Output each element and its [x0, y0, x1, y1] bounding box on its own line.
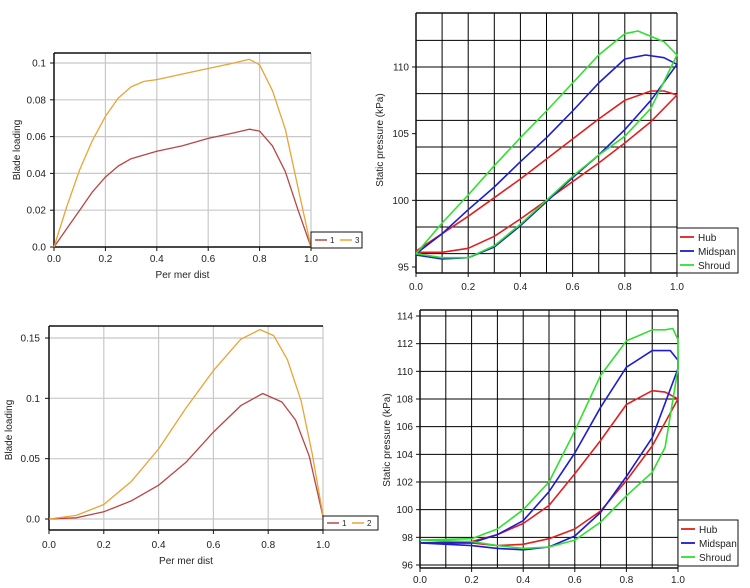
y-tick-label: 96: [402, 561, 414, 572]
y-tick-label: 110: [393, 63, 409, 74]
legend-label: Midspan: [699, 539, 737, 550]
y-tick-label: 105: [392, 129, 409, 140]
y-tick-label: 106: [396, 422, 413, 433]
x-tick-label: 0.6: [206, 540, 220, 551]
y-tick-label: 0.15: [21, 334, 41, 345]
x-tick-label: 0.2: [461, 282, 475, 293]
y-axis-label: Static pressure (kPa): [382, 393, 393, 486]
chart-3: 0.0 0.2 0.4 0.6 0.8 1.0 0.0 0.05 0.1 0.15 Per mer …: [4, 325, 379, 567]
chart-1: 0.0 0.2 0.4 0.6 0.8 1.0 0.0 0.02 0.04 0.06 0.08 0.1…: [12, 52, 363, 281]
x-tick-label: 0.6: [201, 254, 215, 265]
x-tick-label: 0.0: [42, 540, 56, 551]
y-tick-label: 95: [398, 263, 410, 274]
y-tick-label: 108: [396, 395, 413, 406]
y-tick-label: 114: [397, 312, 413, 323]
series-line-3: [53, 58, 312, 248]
legend-label: 2: [367, 519, 372, 528]
y-tick-label: 100: [396, 505, 413, 516]
y-tick-label: 100: [392, 196, 409, 207]
y-tick-label: 110: [397, 367, 413, 378]
y-axis-label: Static pressure (kPa): [375, 93, 386, 186]
y-tick-label: 98: [402, 533, 414, 544]
chart-4: 0.0 0.2 0.4 0.6 0.8 1.0 96 98 100 102 104 106 108 110…: [382, 309, 739, 586]
legend-box: [322, 515, 379, 531]
y-tick-label: 112: [397, 339, 413, 350]
x-tick-label: 0.4: [150, 254, 164, 265]
series-line-hub: [415, 90, 678, 254]
legend-box: [310, 231, 363, 249]
x-tick-label: 0.6: [568, 575, 582, 586]
x-tick-label: 0.6: [566, 282, 580, 293]
series-line-midspan: [415, 54, 678, 260]
y-tick-label: 102: [396, 478, 413, 489]
legend-label: Shroud: [698, 261, 730, 272]
y-tick-label: 0.0: [32, 243, 46, 254]
legend-label: Hub: [698, 233, 717, 244]
series-line-hub: [419, 389, 679, 547]
x-tick-label: 1.0: [670, 282, 684, 293]
y-tick-label: 0.06: [27, 132, 47, 143]
x-tick-label: 1.0: [304, 254, 318, 265]
x-tick-label: 1.0: [671, 575, 685, 586]
x-tick-label: 0.8: [619, 575, 633, 586]
y-tick-label: 0.1: [26, 394, 40, 405]
series-line-shroud: [415, 30, 678, 259]
legend-label: Hub: [699, 525, 718, 536]
series-line-1: [48, 392, 324, 520]
y-axis-label: Blade loading: [12, 120, 23, 181]
series-line-1: [53, 128, 312, 248]
x-axis-label: Per mer dist: [159, 556, 213, 567]
series-line-2: [48, 328, 324, 520]
x-tick-label: 0.8: [253, 254, 267, 265]
x-tick-label: 0.2: [98, 254, 112, 265]
y-tick-label: 0.08: [27, 95, 47, 106]
x-tick-label: 0.0: [413, 575, 427, 586]
legend-label: Shroud: [699, 553, 731, 564]
legend: Hub Midspan Shroud: [677, 519, 739, 567]
x-tick-label: 0.4: [152, 540, 166, 551]
legend-label: Midspan: [698, 247, 736, 258]
legend-label: 1: [330, 236, 335, 245]
x-tick-label: 0.0: [409, 282, 423, 293]
y-tick-label: 0.1: [32, 59, 46, 70]
x-tick-label: 0.4: [513, 282, 527, 293]
series-line-shroud: [419, 327, 679, 550]
y-tick-label: 0.0: [26, 515, 40, 526]
legend: Hub Midspan Shroud: [676, 227, 739, 274]
x-tick-label: 0.8: [618, 282, 632, 293]
y-tick-label: 104: [396, 450, 413, 461]
x-tick-label: 0.0: [47, 254, 61, 265]
chart-2: 0.0 0.2 0.4 0.6 0.8 1.0 95 100 105 110 Static pres…: [375, 12, 739, 293]
x-tick-label: 1.0: [316, 540, 330, 551]
x-tick-label: 0.2: [97, 540, 111, 551]
legend-label: 3: [355, 236, 360, 245]
x-tick-label: 0.2: [465, 575, 479, 586]
y-tick-label: 0.04: [27, 169, 47, 180]
y-axis-label: Blade loading: [4, 400, 15, 461]
legend-label: 1: [342, 519, 347, 528]
x-axis-label: Per mer dist: [156, 270, 210, 281]
x-tick-label: 0.8: [261, 540, 275, 551]
y-tick-label: 0.02: [27, 206, 47, 217]
y-tick-label: 0.05: [21, 454, 41, 465]
x-tick-label: 0.4: [516, 575, 530, 586]
